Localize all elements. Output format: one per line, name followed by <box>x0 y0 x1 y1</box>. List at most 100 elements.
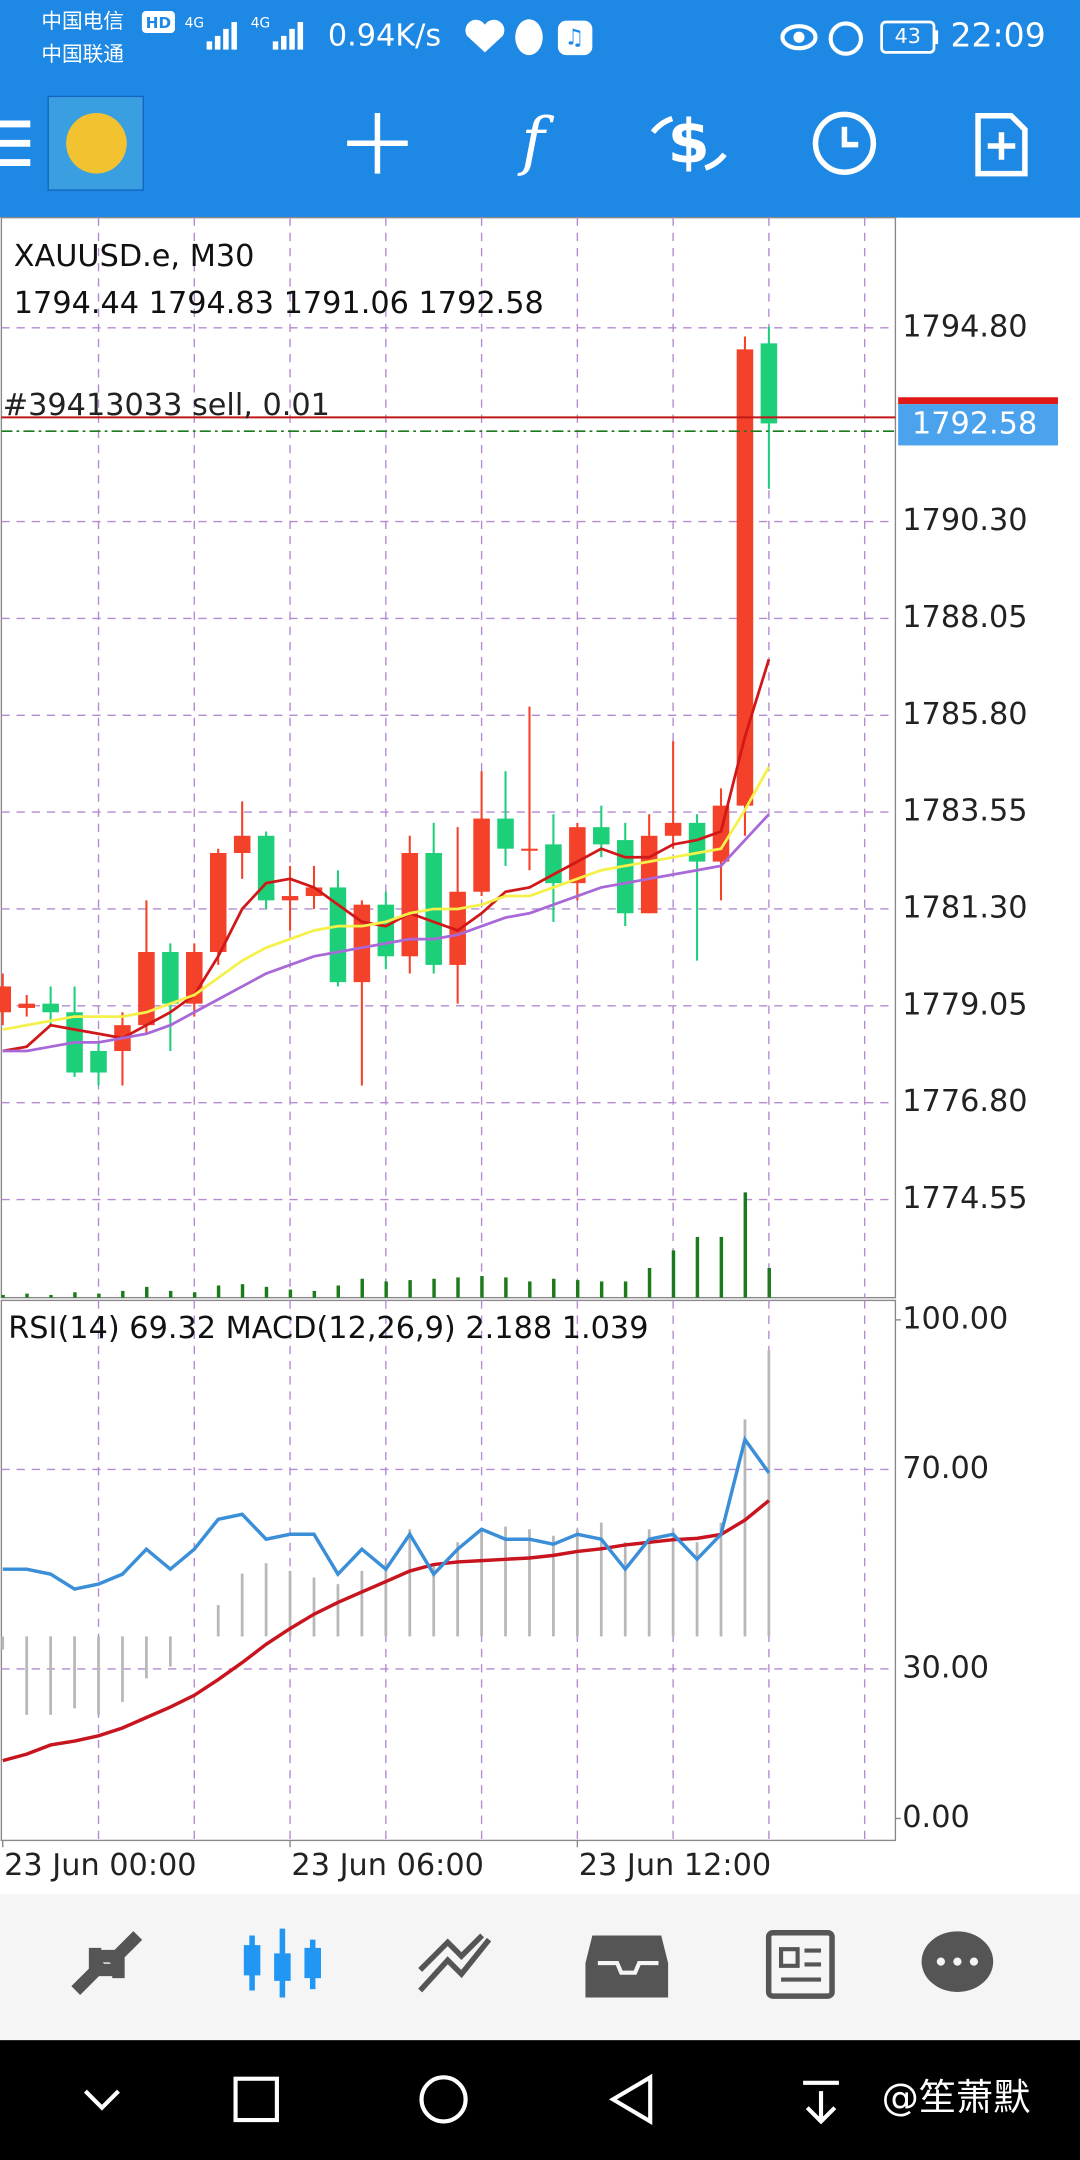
current-price-box <box>898 404 1058 446</box>
volume-bar <box>1 1294 5 1298</box>
period-button[interactable] <box>812 111 877 175</box>
battery-tip <box>933 30 939 45</box>
signal-icon <box>272 22 304 50</box>
plot: 1794.80 1790.30 1788.05 1785.80 1783.55 1781.… <box>0 217 1058 1883</box>
chart-tab[interactable] <box>243 1945 321 1981</box>
heart-icon <box>465 19 505 53</box>
volume-bar <box>743 1192 748 1298</box>
ohlc: 1794.44 1794.83 1791.06 1792.58 <box>14 286 544 321</box>
dot <box>969 1957 979 1966</box>
volume-bar <box>528 1281 532 1298</box>
eye-icon <box>780 24 818 51</box>
volume-bar <box>408 1280 412 1298</box>
dot <box>936 1957 945 1966</box>
carrier: 中国电信 <box>41 9 124 33</box>
eye-pupil <box>793 31 805 43</box>
menu-button[interactable] <box>0 120 31 166</box>
candle-body <box>353 904 371 983</box>
volume-bar <box>288 1289 293 1298</box>
volume-bar <box>623 1281 628 1298</box>
candle-body <box>329 887 347 983</box>
volume-bar <box>480 1276 484 1298</box>
new-order-button[interactable] <box>975 112 1028 177</box>
volume-bar <box>575 1280 580 1298</box>
volume-bar <box>504 1277 508 1298</box>
candle-body <box>42 1003 59 1013</box>
volume-bar <box>384 1281 388 1298</box>
volume-bar <box>49 1294 53 1298</box>
indicator-panel <box>0 1299 897 1842</box>
volume-bar <box>647 1267 652 1298</box>
bottom-nav <box>0 1894 1080 2041</box>
nav-recent[interactable] <box>233 2076 279 2123</box>
x-tick-label: 23 Jun 00:00 <box>4 1848 196 1883</box>
qq-icon <box>515 19 543 56</box>
crosshair-button[interactable] <box>347 112 408 174</box>
carrier: 中国联通 <box>41 42 124 66</box>
rsi-line <box>2 1435 771 1591</box>
candle-body <box>401 852 419 957</box>
y-tick-label: 70.00 <box>902 1451 989 1486</box>
current-price-label: 1792.58 <box>912 406 1037 441</box>
volume-bar <box>552 1278 556 1298</box>
y-tick-label: 1794.80 <box>902 309 1027 344</box>
volume-bar <box>671 1250 676 1298</box>
symbol: XAUUSD.e, M30 <box>14 239 255 274</box>
quotes-tab[interactable] <box>71 1931 143 1995</box>
x-tick-label: 23 Jun 12:00 <box>579 1848 771 1883</box>
candle-body <box>664 822 682 836</box>
candle-body <box>305 887 323 897</box>
trade-button[interactable]: $ <box>668 108 710 178</box>
clock: 22:09 <box>951 16 1046 55</box>
candle-body <box>640 835 658 914</box>
y-tick-label: 100.00 <box>902 1301 1008 1336</box>
candle-body <box>257 835 275 901</box>
y-tick-label: 0.00 <box>902 1800 969 1835</box>
moving-average <box>2 766 771 1031</box>
candle-body <box>569 827 586 884</box>
hd: HD <box>146 14 171 32</box>
candle-body <box>162 952 179 1004</box>
price-marker <box>898 397 1058 405</box>
y-tick-label: 1783.55 <box>902 794 1027 829</box>
news-tab[interactable] <box>765 1929 835 1999</box>
nav-back[interactable] <box>608 2073 653 2126</box>
y-tick-label: 1790.30 <box>902 503 1027 538</box>
macd-signal <box>2 1499 770 1763</box>
nav-down[interactable] <box>83 2089 120 2111</box>
tray-slot <box>597 1960 659 1975</box>
app-logo-mark <box>66 112 127 174</box>
nav-pull[interactable] <box>803 2080 839 2125</box>
alarm-icon <box>828 21 864 56</box>
trade-arrows <box>650 115 727 171</box>
system-nav <box>0 2040 1080 2160</box>
candle-body <box>377 904 395 957</box>
moving-average <box>2 813 770 1053</box>
candle-body <box>521 848 538 851</box>
candle-body <box>616 840 634 914</box>
volume-bar <box>25 1293 29 1298</box>
volume-bar <box>264 1286 269 1298</box>
y-tick-label: 1788.05 <box>902 600 1027 635</box>
news-lines <box>779 1947 822 1982</box>
volume-bar <box>240 1284 245 1298</box>
candle-body <box>497 818 514 849</box>
volume-bar <box>360 1278 364 1298</box>
y-tick-label: 1779.05 <box>902 987 1027 1022</box>
x-tick-label: 23 Jun 06:00 <box>291 1848 483 1883</box>
y-tick-label: 1785.80 <box>902 697 1027 732</box>
volume-bar <box>216 1285 221 1298</box>
candle-body <box>138 952 155 1026</box>
watermark: @笙萧默 <box>882 2075 1031 2119</box>
nav-home[interactable] <box>419 2075 468 2124</box>
candle-body <box>473 818 490 892</box>
candle-body <box>233 835 251 853</box>
history-tab[interactable] <box>585 1935 669 1998</box>
candle-body <box>593 827 610 845</box>
candle-body <box>18 1003 35 1008</box>
volume-bar <box>336 1285 341 1298</box>
hd-badge <box>141 11 175 34</box>
trade-tab[interactable] <box>418 1933 492 1993</box>
plus <box>987 132 1016 160</box>
